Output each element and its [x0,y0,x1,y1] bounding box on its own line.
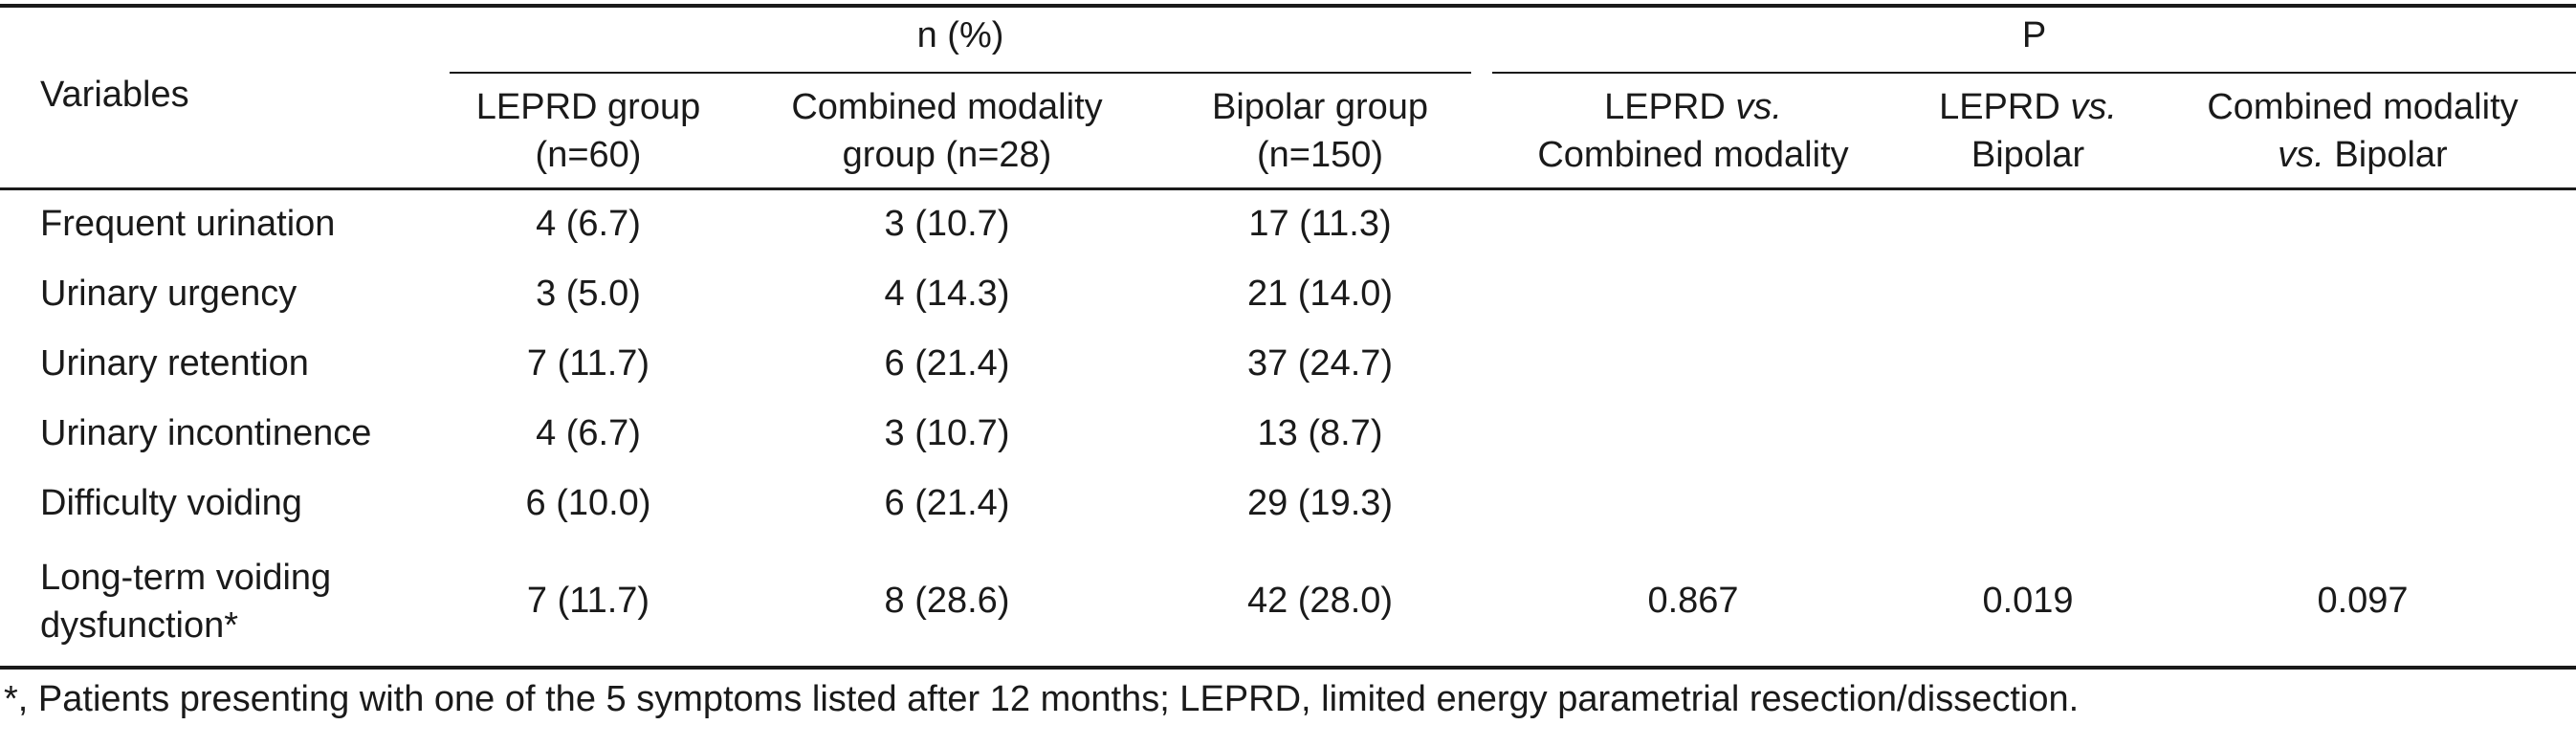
header-bipolar-group: Bipolar group (n=150) [1167,83,1473,179]
row-leprd: 3 (5.0) [536,274,641,314]
header-p-leprd-vs-bipolar: LEPRD vs. Bipolar [1904,83,2152,179]
row-variable-line2: dysfunction* [40,605,239,646]
header-p2-line2: Bipolar [1971,135,2085,175]
row-leprd: 6 (10.0) [525,483,651,523]
header-n-percent: n (%) [916,15,1004,55]
header-p2-vs: vs. [2070,87,2117,127]
header-p3-line1: Combined modality [2207,87,2519,127]
row-bipolar: 17 (11.3) [1248,204,1392,244]
header-combined-group: Combined modality group (n=28) [746,83,1148,179]
row-bipolar: 29 (19.3) [1246,483,1394,523]
header-p-leprd-vs-combined: LEPRD vs. Combined modality [1492,83,1894,179]
row-variable: Urinary urgency [40,274,297,314]
bottom-rule [0,666,2576,670]
table-footnote: *, Patients presenting with one of the 5… [4,679,2080,719]
row-variable: Long-term voiding dysfunction* [40,554,331,649]
header-combined-group-line2: group (n=28) [842,135,1052,175]
header-leprd-group-line1: LEPRD group [475,87,701,127]
header-p1-vs: vs. [1735,87,1782,127]
p-underline [1492,72,2576,74]
row-bipolar: 13 (8.7) [1257,413,1383,453]
header-p1-a: LEPRD [1604,87,1736,127]
n-percent-underline [450,72,1471,74]
row-combined: 6 (21.4) [884,343,1010,384]
header-bipolar-group-line2: (n=150) [1256,135,1384,175]
header-variables: Variables [40,75,189,115]
row-p-leprd-vs-bipolar: 0.019 [1982,581,2074,621]
row-bipolar: 42 (28.0) [1246,581,1394,621]
row-combined: 4 (14.3) [884,274,1010,314]
header-p-combined-vs-bipolar: Combined modality vs. Bipolar [2162,83,2564,179]
top-rule [0,4,2576,8]
row-combined: 3 (10.7) [884,413,1010,453]
row-variable: Urinary incontinence [40,413,372,453]
row-leprd: 4 (6.7) [536,204,641,244]
header-p1-line2: Combined modality [1537,135,1849,175]
row-leprd: 4 (6.7) [536,413,641,453]
row-leprd: 7 (11.7) [526,343,650,384]
row-variable-line1: Long-term voiding [40,558,332,598]
header-p3-vs: vs. [2278,135,2324,175]
header-p: P [2021,15,2047,55]
header-p3-line2: Bipolar [2323,135,2448,175]
header-leprd-group-line2: (n=60) [535,135,642,175]
header-rule [0,187,2576,190]
header-leprd-group: LEPRD group (n=60) [445,83,732,179]
row-combined: 6 (21.4) [884,483,1010,523]
row-combined: 8 (28.6) [884,581,1010,621]
header-p2-a: LEPRD [1939,87,2071,127]
header-combined-group-line1: Combined modality [791,87,1103,127]
row-variable: Frequent urination [40,204,336,244]
row-bipolar: 37 (24.7) [1246,343,1394,384]
row-p-combined-vs-bipolar: 0.097 [2317,581,2409,621]
row-variable: Difficulty voiding [40,483,302,523]
row-leprd: 7 (11.7) [526,581,650,621]
row-bipolar: 21 (14.0) [1246,274,1394,314]
row-combined: 3 (10.7) [884,204,1010,244]
row-variable: Urinary retention [40,343,309,384]
row-p-leprd-vs-combined: 0.867 [1647,581,1739,621]
header-bipolar-group-line1: Bipolar group [1211,87,1429,127]
